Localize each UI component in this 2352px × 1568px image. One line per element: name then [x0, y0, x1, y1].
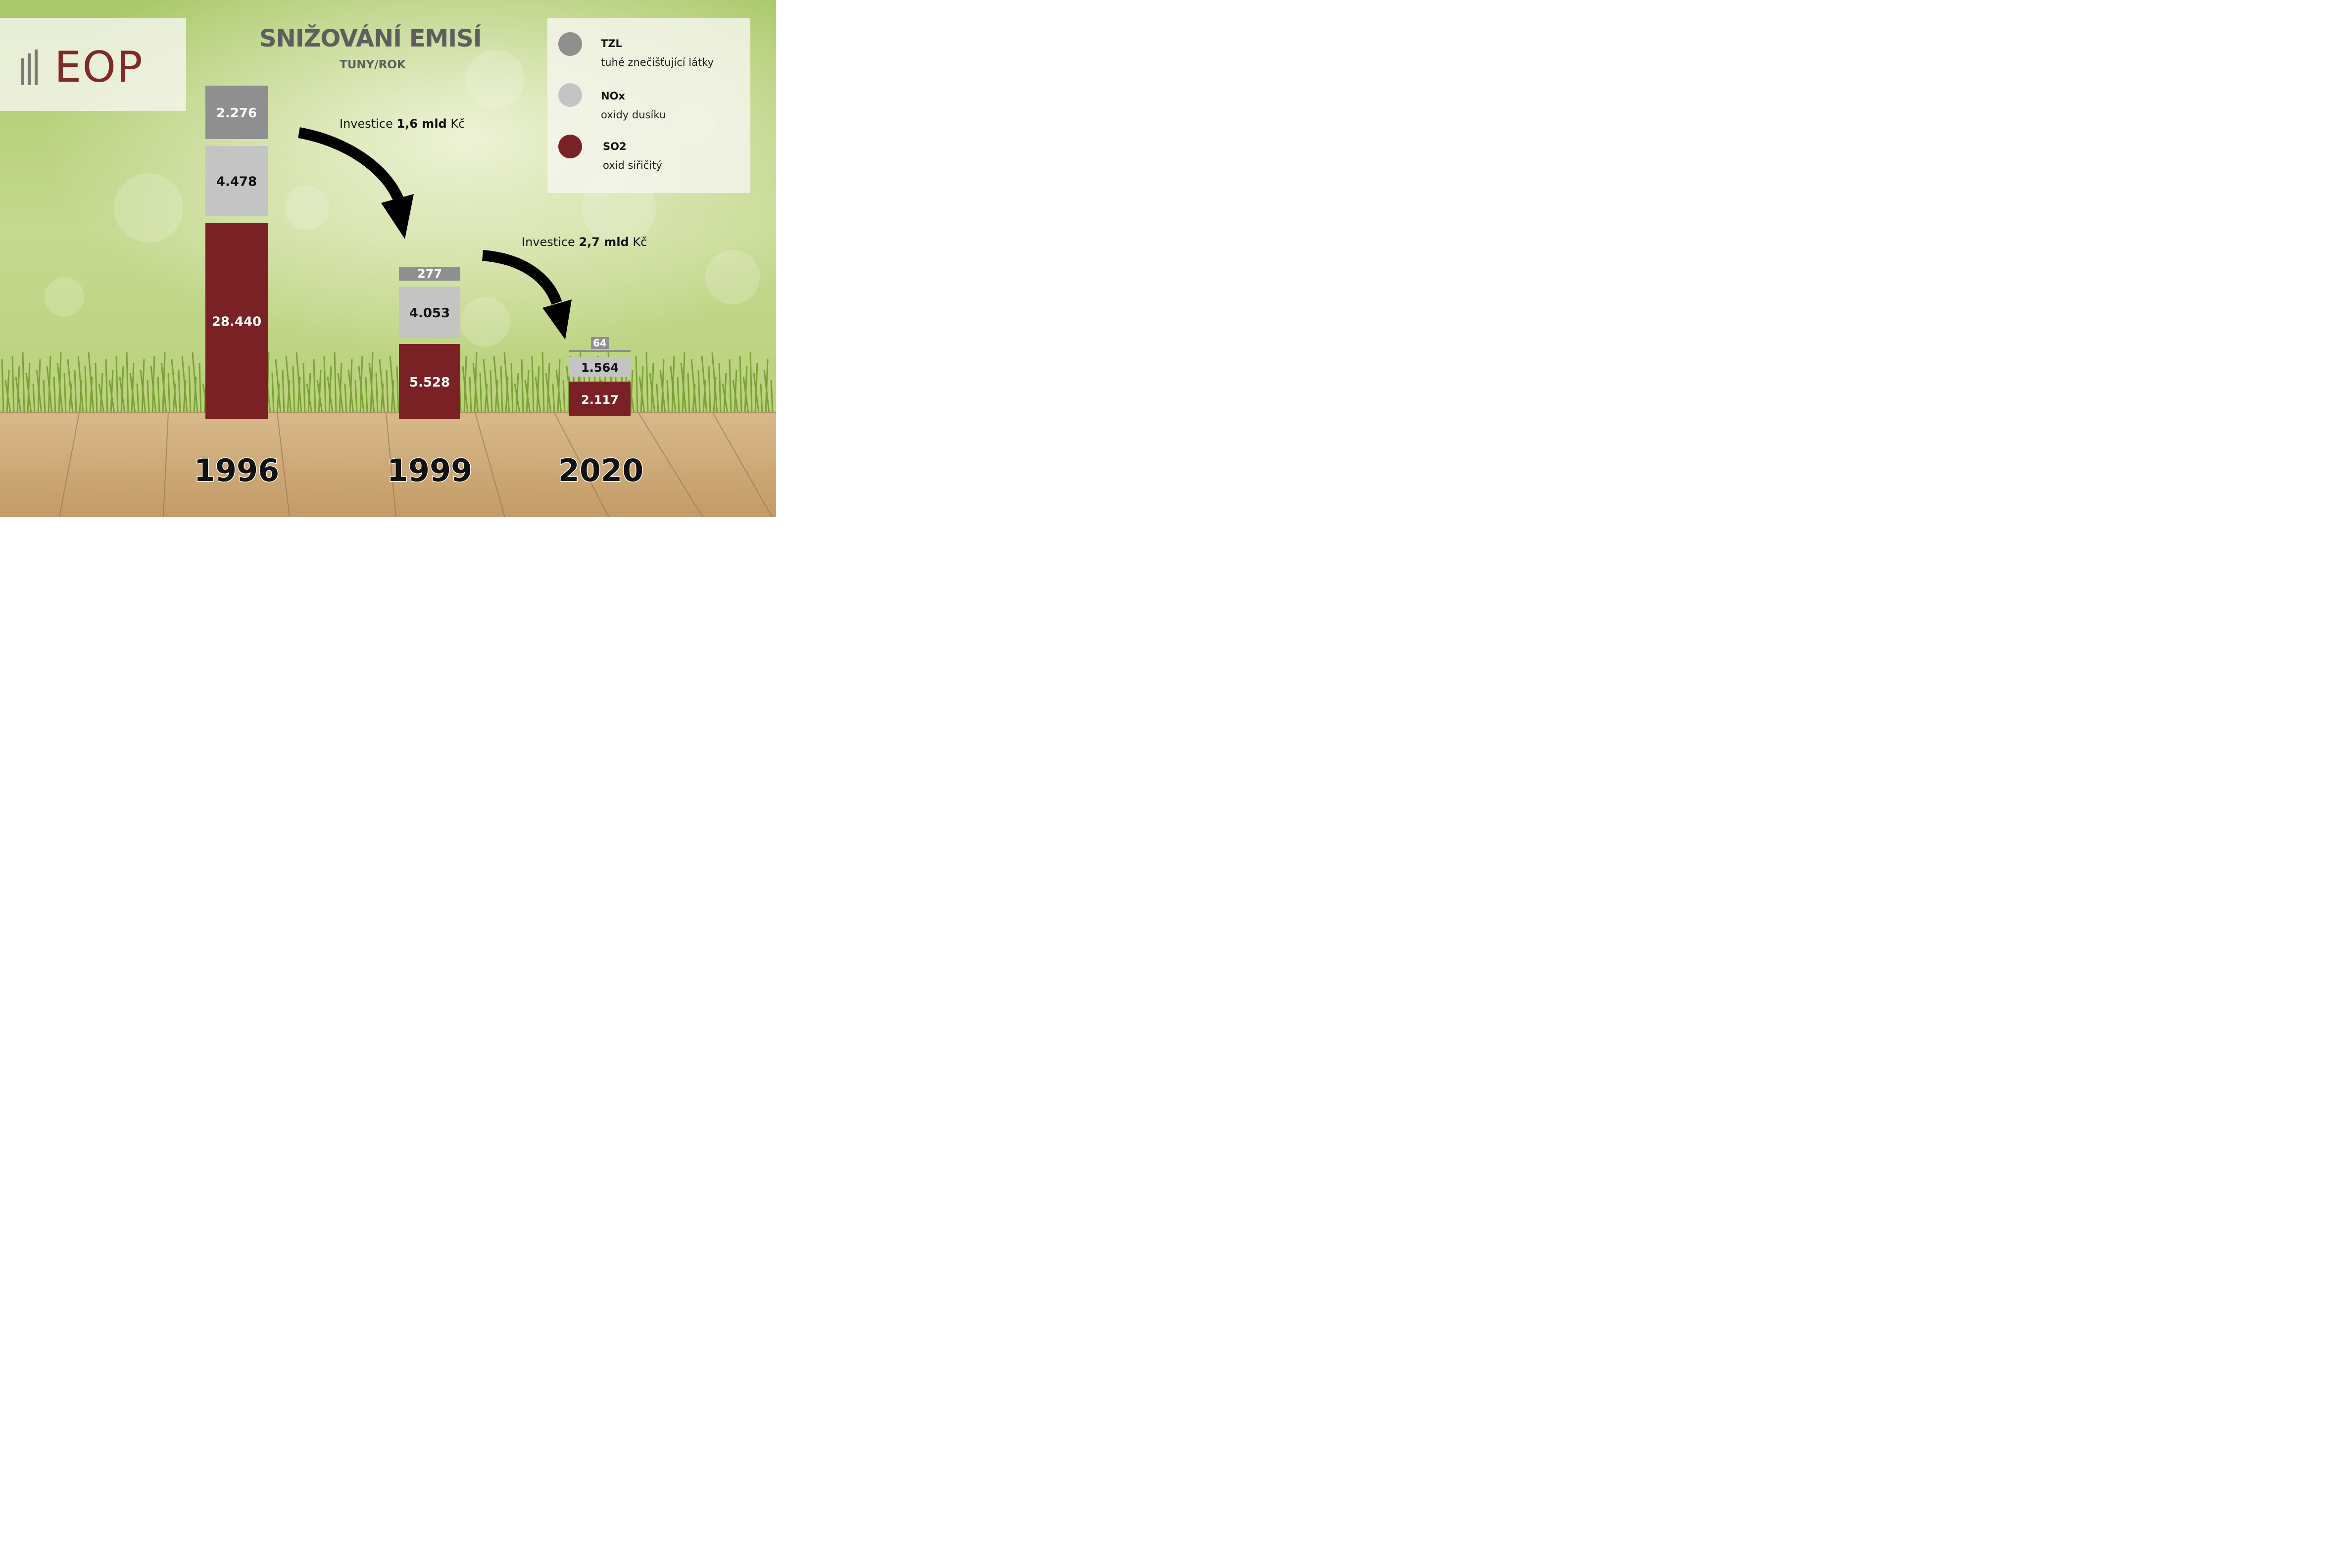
value-label-nox-1996: 4.478 — [216, 175, 257, 190]
value-label-so2-2020: 2.117 — [581, 393, 619, 407]
logo-bars-icon — [21, 49, 47, 85]
legend-code-tzl: TZL — [601, 38, 622, 49]
bar-so2-2020 — [569, 382, 631, 416]
value-tag-tzl-2020 — [591, 337, 609, 349]
legend-swatch-nox — [558, 83, 582, 107]
emissions-infographic: EOP SNIŽOVÁNÍ EMISÍ TUNY/ROK TZL tuhé zn… — [0, 0, 776, 517]
arrow-head-1996-1999 — [381, 194, 414, 239]
year-label-2020: 2020 — [558, 452, 644, 489]
bar-so2-1996 — [205, 223, 268, 419]
value-label-nox-1999: 4.053 — [409, 306, 450, 321]
value-label-tzl-1996: 2.276 — [216, 106, 257, 121]
legend-desc-tzl: tuhé znečišťující látky — [601, 56, 714, 68]
legend: TZL tuhé znečišťující látky NOx oxidy du… — [547, 18, 750, 193]
bar-tzl-2020 — [569, 350, 631, 352]
value-label-tzl-2020: 64 — [593, 337, 607, 349]
bar-nox-1999 — [399, 287, 460, 338]
legend-swatch-tzl — [558, 32, 582, 56]
value-label-nox-2020: 1.564 — [581, 361, 619, 375]
value-label-so2-1999: 5.528 — [409, 375, 450, 390]
legend-desc-so2: oxid siřičitý — [603, 159, 662, 171]
arrow-head-1999-2020 — [542, 299, 572, 340]
bar-so2-1999 — [399, 344, 460, 419]
investment-annotation-1: Investice 1,6 mld Kč — [340, 117, 465, 131]
stacked-bar-chart: 28.440 4.478 2.276 5.528 4.053 277 2.117 1.564 6… — [193, 86, 644, 490]
year-label-1999: 1999 — [387, 452, 473, 489]
arrow-1996-1999 — [298, 127, 404, 203]
legend-code-so2: SO2 — [603, 141, 627, 152]
value-label-tzl-1999: 277 — [417, 267, 442, 281]
bar-tzl-1999 — [399, 267, 460, 281]
investment-annotation-2: Investice 2,7 mld Kč — [522, 235, 647, 249]
chart-title: SNIŽOVÁNÍ EMISÍ — [259, 25, 482, 52]
value-label-so2-1996: 28.440 — [212, 315, 261, 330]
legend-code-nox: NOx — [601, 90, 625, 102]
legend-swatch-so2 — [558, 135, 582, 158]
bar-nox-1996 — [205, 146, 268, 216]
logo-text: EOP — [54, 43, 144, 92]
legend-desc-nox: oxidy dusíku — [601, 109, 666, 121]
bar-nox-2020 — [569, 357, 631, 377]
year-label-1996: 1996 — [194, 452, 280, 489]
bar-tzl-1996 — [205, 86, 268, 139]
arrow-1999-2020 — [482, 250, 562, 305]
logo-box — [0, 18, 186, 111]
chart-subtitle: TUNY/ROK — [340, 58, 406, 71]
